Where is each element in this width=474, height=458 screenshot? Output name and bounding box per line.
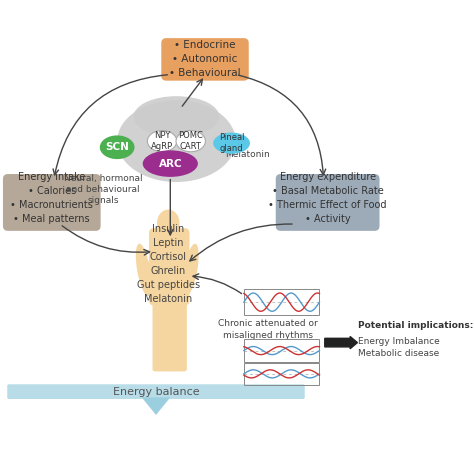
Ellipse shape	[117, 100, 236, 182]
Text: Chronic attenuated or
misaligned rhythms: Chronic attenuated or misaligned rhythms	[219, 319, 318, 339]
Ellipse shape	[176, 131, 205, 152]
Text: POMC
CART: POMC CART	[178, 131, 203, 151]
Ellipse shape	[157, 210, 180, 236]
Text: SCN: SCN	[105, 142, 129, 152]
Ellipse shape	[147, 131, 177, 152]
Text: Neural, hormonal
and behavioural
signals: Neural, hormonal and behavioural signals	[64, 174, 142, 205]
Ellipse shape	[183, 244, 199, 296]
FancyBboxPatch shape	[168, 299, 187, 371]
Text: Melatonin: Melatonin	[226, 150, 270, 159]
FancyBboxPatch shape	[153, 299, 172, 371]
Bar	[244, 339, 319, 362]
FancyBboxPatch shape	[276, 174, 380, 231]
FancyBboxPatch shape	[7, 384, 305, 399]
Text: Energy intake
• Calories
• Macronutrients
• Meal patterns: Energy intake • Calories • Macronutrient…	[10, 172, 93, 224]
Ellipse shape	[134, 96, 219, 137]
Text: Pineal
gland: Pineal gland	[219, 133, 244, 153]
Ellipse shape	[100, 136, 135, 159]
Bar	[244, 363, 319, 385]
FancyBboxPatch shape	[149, 228, 190, 305]
Text: Energy Imbalance
Metabolic disease: Energy Imbalance Metabolic disease	[358, 337, 440, 358]
Bar	[244, 289, 319, 315]
Text: ARC: ARC	[158, 158, 182, 169]
Text: Energy expenditure
• Basal Metabolic Rate
• Thermic Effect of Food
• Activity: Energy expenditure • Basal Metabolic Rat…	[268, 172, 387, 224]
Text: Potential implications:: Potential implications:	[358, 321, 474, 330]
Text: Energy balance: Energy balance	[113, 387, 199, 397]
Text: • Endocrine
• Autonomic
• Behavioural: • Endocrine • Autonomic • Behavioural	[169, 40, 241, 78]
Ellipse shape	[143, 150, 198, 177]
FancyBboxPatch shape	[3, 174, 100, 231]
FancyBboxPatch shape	[161, 38, 249, 81]
FancyArrow shape	[325, 337, 357, 349]
Ellipse shape	[213, 132, 250, 154]
Text: Insulin
Leptin
Cortisol
Ghrelin
Gut peptides
Melatonin: Insulin Leptin Cortisol Ghrelin Gut pept…	[137, 224, 200, 304]
Text: NPY
AgRP: NPY AgRP	[151, 131, 173, 151]
Ellipse shape	[136, 244, 152, 296]
Polygon shape	[142, 398, 170, 415]
